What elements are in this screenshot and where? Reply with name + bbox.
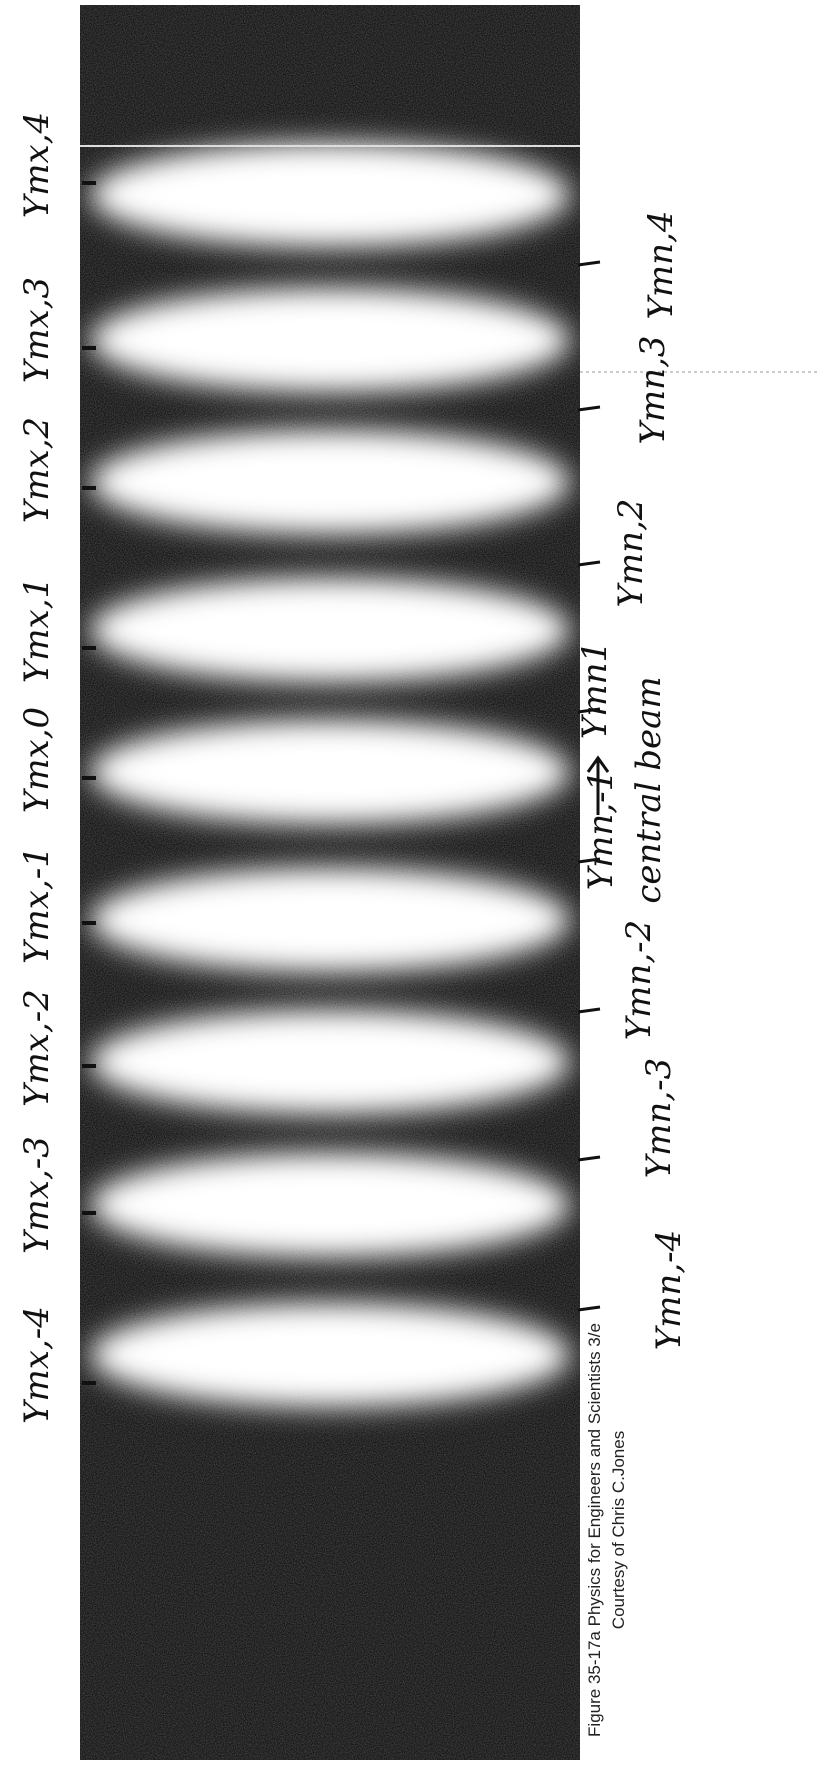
marker: [577, 405, 601, 412]
marker: [577, 707, 601, 714]
marker: [577, 560, 601, 567]
labels: Ymx,4 Ymx,3 Ymx,2 Ymx,1 Ymx,0 Ymx,-1 Ymx,-2 Ymx…: [17, 112, 689, 1737]
minimum-label: Ymn,4: [641, 210, 681, 319]
marker: [577, 260, 601, 267]
minimum-label: Ymn,-3: [639, 1058, 679, 1179]
maximum-label: Ymx,-4: [17, 1306, 57, 1424]
maximum-label: Ymx,4: [17, 112, 57, 218]
marker: [577, 1007, 601, 1014]
marker: [577, 857, 601, 864]
caption: Courtesy of Chris C.Jones: [609, 1431, 628, 1629]
maximum-label: Ymx,3: [17, 277, 57, 383]
minimum-label: Ymn,2: [611, 498, 651, 607]
marker: [577, 1305, 601, 1312]
grain: [80, 5, 580, 1760]
maximum-label: Ymx,0: [17, 707, 57, 813]
minimum-label: Ymn,-4: [649, 1230, 689, 1351]
maximum-label: Ymx,1: [17, 577, 57, 683]
minimum-label: Ymn,3: [633, 335, 673, 444]
caption: Figure 35-17a Physics for Engineers and …: [585, 1323, 604, 1737]
maximum-label: Ymx,-1: [17, 846, 57, 964]
minimum-label: Ymn,-1: [581, 770, 621, 891]
maximum-label: Ymx,-3: [17, 1136, 57, 1254]
marker: [577, 1155, 601, 1162]
annotation: central beam: [629, 676, 669, 903]
maximum-label: Ymx,2: [17, 417, 57, 523]
arrow: [586, 755, 610, 815]
minimum-label: Ymn1: [575, 641, 615, 739]
maximum-label: Ymx,-2: [17, 989, 57, 1107]
minimum-label: Ymn,-2: [619, 920, 659, 1041]
